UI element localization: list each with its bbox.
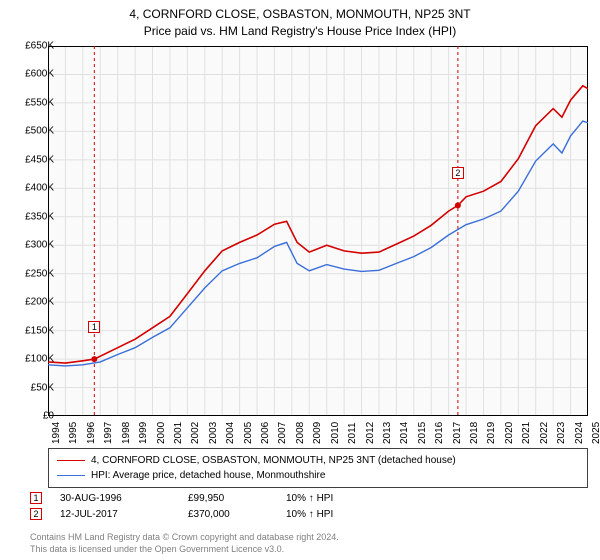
x-tick-label: 2009 (312, 422, 323, 444)
chart-marker-2: 2 (452, 167, 464, 179)
x-tick-label: 1997 (103, 422, 114, 444)
y-tick-label: £50K (10, 382, 54, 393)
chart-marker-1: 1 (88, 321, 100, 333)
x-tick-label: 2016 (434, 422, 445, 444)
y-tick-label: £350K (10, 211, 54, 222)
x-tick-label: 1998 (121, 422, 132, 444)
x-tick-label: 1996 (86, 422, 97, 444)
footnote: Contains HM Land Registry data © Crown c… (30, 532, 339, 555)
trade-marker: 1 (30, 492, 42, 504)
x-tick-label: 2002 (190, 422, 201, 444)
x-tick-label: 2000 (156, 422, 167, 444)
y-tick-label: £250K (10, 268, 54, 279)
x-tick-label: 2024 (574, 422, 585, 444)
trade-price: £370,000 (188, 509, 268, 520)
x-tick-label: 1994 (51, 422, 62, 444)
x-tick-label: 2001 (173, 422, 184, 444)
title-line-2: Price paid vs. HM Land Registry's House … (0, 23, 600, 40)
trade-pct: 10% ↑ HPI (286, 509, 386, 520)
x-tick-label: 2018 (469, 422, 480, 444)
x-tick-label: 2025 (591, 422, 600, 444)
x-tick-label: 2015 (417, 422, 428, 444)
y-tick-label: £550K (10, 97, 54, 108)
chart-title: 4, CORNFORD CLOSE, OSBASTON, MONMOUTH, N… (0, 0, 600, 40)
trade-date: 30-AUG-1996 (60, 493, 170, 504)
y-tick-label: £100K (10, 354, 54, 365)
chart-svg (48, 46, 588, 416)
trades-list: 1 30-AUG-1996 £99,950 10% ↑ HPI 2 12-JUL-2017… (30, 492, 386, 524)
legend-swatch (57, 460, 85, 461)
x-tick-label: 2020 (504, 422, 515, 444)
y-tick-label: £150K (10, 325, 54, 336)
x-tick-label: 2008 (295, 422, 306, 444)
footnote-line-1: Contains HM Land Registry data © Crown c… (30, 532, 339, 544)
legend-label: HPI: Average price, detached house, Monm… (91, 468, 325, 483)
chart-plot-area (48, 46, 588, 416)
trade-row: 2 12-JUL-2017 £370,000 10% ↑ HPI (30, 508, 386, 520)
trade-row: 1 30-AUG-1996 £99,950 10% ↑ HPI (30, 492, 386, 504)
x-tick-label: 2007 (277, 422, 288, 444)
x-tick-label: 2003 (208, 422, 219, 444)
trade-pct: 10% ↑ HPI (286, 493, 386, 504)
x-tick-label: 2004 (225, 422, 236, 444)
x-tick-label: 1999 (138, 422, 149, 444)
legend-swatch (57, 475, 85, 476)
x-tick-label: 2021 (521, 422, 532, 444)
legend: 4, CORNFORD CLOSE, OSBASTON, MONMOUTH, N… (48, 448, 588, 488)
x-tick-label: 2014 (399, 422, 410, 444)
x-tick-label: 2023 (556, 422, 567, 444)
x-tick-label: 2010 (330, 422, 341, 444)
x-tick-label: 2005 (243, 422, 254, 444)
y-tick-label: £600K (10, 69, 54, 80)
legend-label: 4, CORNFORD CLOSE, OSBASTON, MONMOUTH, N… (91, 453, 456, 468)
x-tick-label: 1995 (68, 422, 79, 444)
x-tick-label: 2011 (347, 422, 358, 444)
y-tick-label: £300K (10, 240, 54, 251)
x-tick-label: 2022 (539, 422, 550, 444)
title-line-1: 4, CORNFORD CLOSE, OSBASTON, MONMOUTH, N… (0, 6, 600, 23)
y-tick-label: £200K (10, 297, 54, 308)
x-tick-label: 2012 (365, 422, 376, 444)
trade-date: 12-JUL-2017 (60, 509, 170, 520)
trade-price: £99,950 (188, 493, 268, 504)
y-tick-label: £500K (10, 126, 54, 137)
y-tick-label: £450K (10, 154, 54, 165)
x-tick-label: 2006 (260, 422, 271, 444)
legend-item-hpi: HPI: Average price, detached house, Monm… (57, 468, 579, 483)
x-tick-label: 2013 (382, 422, 393, 444)
trade-marker: 2 (30, 508, 42, 520)
footnote-line-2: This data is licensed under the Open Gov… (30, 544, 339, 556)
y-tick-label: £400K (10, 183, 54, 194)
x-tick-label: 2019 (486, 422, 497, 444)
legend-item-property: 4, CORNFORD CLOSE, OSBASTON, MONMOUTH, N… (57, 453, 579, 468)
y-tick-label: £0 (10, 411, 54, 422)
x-tick-label: 2017 (452, 422, 463, 444)
y-tick-label: £650K (10, 41, 54, 52)
